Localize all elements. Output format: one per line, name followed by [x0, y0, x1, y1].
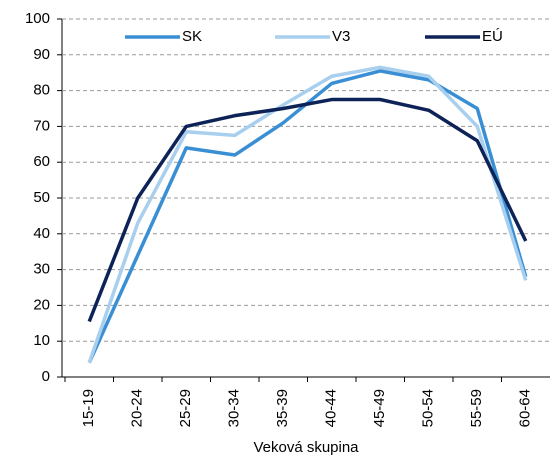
y-tick-label: 20: [33, 296, 50, 313]
x-tick-label: 30-34: [226, 389, 243, 427]
y-tick-label: 70: [33, 117, 50, 134]
series-line: [87, 69, 528, 364]
x-tick-label: 60-64: [517, 389, 534, 427]
y-tick-label: 40: [33, 225, 50, 242]
y-tick-label: 100: [25, 10, 50, 27]
y-tick-label: 50: [33, 189, 50, 206]
series-line: [87, 65, 528, 364]
x-tick-label: 45-49: [371, 389, 388, 427]
x-axis-label: Veková skupina: [253, 439, 359, 456]
x-tick-label: 40-44: [323, 389, 340, 427]
legend-label: EÚ: [482, 28, 503, 45]
x-tick-label: 15-19: [80, 389, 97, 427]
x-tick-label: 20-24: [129, 389, 146, 427]
y-tick-label: 90: [33, 46, 50, 63]
y-tick-label: 30: [33, 261, 50, 278]
x-tick-label: 35-39: [274, 389, 291, 427]
y-tick-label: 60: [33, 153, 50, 170]
legend-label: SK: [182, 28, 202, 45]
y-tick-label: 10: [33, 332, 50, 349]
x-tick-label: 50-54: [420, 389, 437, 427]
x-tick-label: 25-29: [177, 389, 194, 427]
series-line: [87, 97, 528, 323]
y-tick-label: 0: [42, 368, 50, 385]
x-tick-label: 55-59: [468, 389, 485, 427]
legend-label: V3: [332, 28, 350, 45]
y-tick-label: 80: [33, 82, 50, 99]
